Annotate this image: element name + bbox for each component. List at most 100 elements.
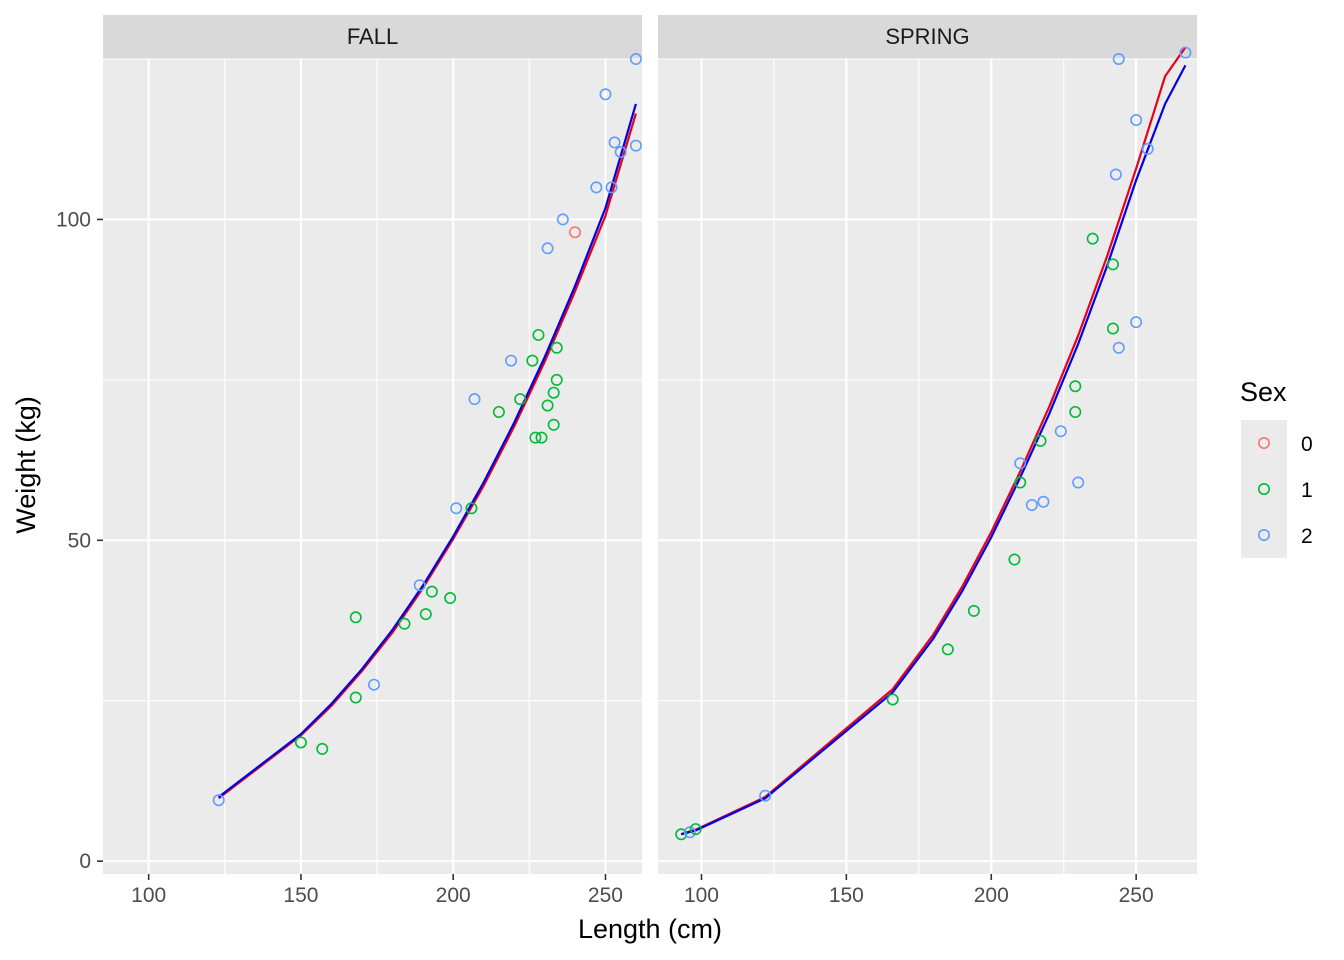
x-tick-label: 150 [829, 884, 864, 907]
data-point [569, 226, 582, 239]
data-point [967, 604, 980, 617]
legend-key-symbol [1258, 528, 1271, 541]
data-point [1086, 232, 1099, 245]
y-axis: 0 50 100 [56, 208, 103, 873]
x-tick-label: 250 [1119, 884, 1154, 907]
x-axis-title: Length (cm) [578, 914, 722, 944]
data-point [1014, 457, 1027, 470]
data-point [514, 393, 527, 406]
data-point [526, 354, 539, 367]
data-point [294, 736, 307, 749]
data-point [1109, 168, 1122, 181]
data-point [1037, 495, 1050, 508]
panel-fall-points [212, 52, 642, 807]
legend-key-symbol [1258, 482, 1271, 495]
data-point [629, 139, 642, 152]
data-point [1106, 322, 1119, 335]
data-point [556, 213, 569, 226]
data-point [605, 181, 618, 194]
data-point [505, 354, 518, 367]
data-point [629, 52, 642, 65]
data-point [532, 328, 545, 341]
x-tick-label: 150 [283, 884, 318, 907]
panel-fall: FALL 100 150 200 250 [103, 15, 642, 907]
data-point [1025, 499, 1038, 512]
data-point [1069, 405, 1082, 418]
data-point [212, 794, 225, 807]
legend-title: Sex [1240, 377, 1287, 407]
legend-key-symbol [1258, 436, 1271, 449]
panel-fall-fit-lines [218, 103, 637, 800]
y-tick-label: 0 [79, 850, 91, 873]
red-fit-line [218, 113, 637, 800]
panel-fall-x-axis: 100 150 200 250 [131, 874, 623, 907]
legend-key-background [1241, 512, 1287, 558]
panel-fall-background [103, 59, 642, 874]
data-point [941, 643, 954, 656]
red-fit-line [680, 46, 1187, 836]
data-point [1130, 316, 1143, 329]
panel-spring-background [658, 59, 1197, 874]
panel-spring-points [675, 46, 1192, 841]
data-point [316, 742, 329, 755]
data-point [550, 341, 563, 354]
panel-spring-strip [658, 15, 1197, 59]
x-tick-label: 100 [131, 884, 166, 907]
panel-fall-strip-label: FALL [347, 24, 398, 49]
legend-label: 2 [1301, 525, 1313, 548]
legend-label: 0 [1301, 433, 1313, 456]
data-point [1069, 380, 1082, 393]
data-point [535, 431, 548, 444]
panel-fall-gridlines [103, 58, 642, 874]
data-point [398, 617, 411, 630]
data-point [683, 826, 696, 839]
panel-fall-strip [103, 15, 642, 59]
data-point [1106, 258, 1119, 271]
y-tick-label: 100 [56, 208, 91, 231]
data-point [419, 608, 432, 621]
data-point [1141, 142, 1154, 155]
x-tick-label: 200 [436, 884, 471, 907]
blue-fit-line [680, 64, 1187, 836]
panel-spring-x-axis: 100 150 200 250 [684, 874, 1154, 907]
data-point [1130, 113, 1143, 126]
data-point [468, 393, 481, 406]
data-point [349, 611, 362, 624]
data-point [541, 399, 554, 412]
panel-spring: SPRING 100 150 200 250 [658, 15, 1197, 907]
legend-key-background [1241, 420, 1287, 466]
legend-keys: 0 1 2 [1241, 420, 1313, 558]
data-point [1054, 425, 1067, 438]
data-point [450, 502, 463, 515]
data-point [529, 431, 542, 444]
data-point [541, 242, 554, 255]
data-point [413, 579, 426, 592]
data-point [1008, 553, 1021, 566]
data-point [1034, 434, 1047, 447]
x-tick-label: 250 [588, 884, 623, 907]
data-point [590, 181, 603, 194]
data-point [1179, 46, 1192, 59]
legend: Sex 0 1 2 [1240, 377, 1313, 558]
data-point [689, 823, 702, 836]
data-point [608, 136, 621, 149]
data-point [349, 691, 362, 704]
data-point [1112, 341, 1125, 354]
panel-spring-strip-label: SPRING [885, 24, 969, 49]
data-point [425, 585, 438, 598]
data-point [547, 418, 560, 431]
panel-spring-gridlines [658, 58, 1197, 874]
x-tick-label: 100 [684, 884, 719, 907]
data-point [675, 828, 688, 841]
y-tick-label: 50 [68, 529, 91, 552]
legend-label: 1 [1301, 479, 1313, 502]
data-point [368, 678, 381, 691]
data-point [465, 502, 478, 515]
y-axis-title: Weight (kg) [11, 396, 41, 534]
data-point [886, 693, 899, 706]
data-point [599, 88, 612, 101]
data-point [1014, 476, 1027, 489]
panel-spring-fit-lines [680, 46, 1187, 836]
data-point [614, 146, 627, 159]
